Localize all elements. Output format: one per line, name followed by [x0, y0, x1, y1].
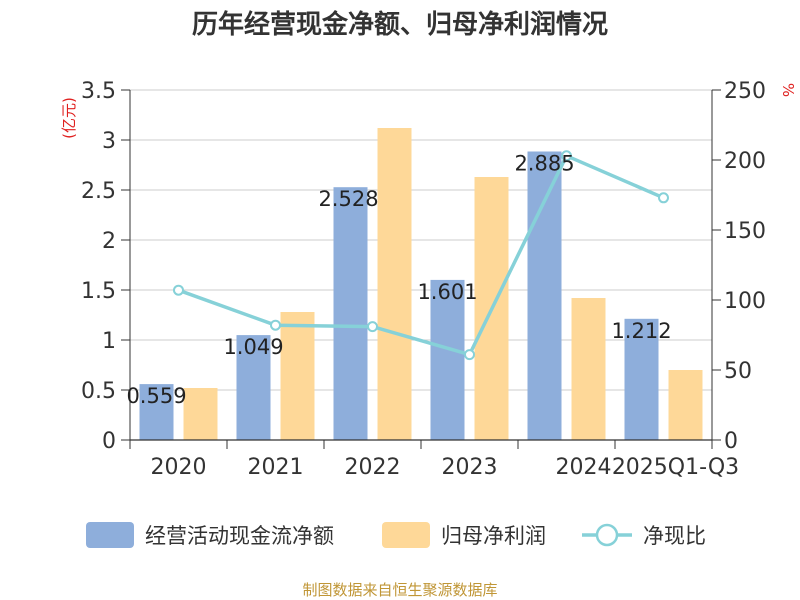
left-tick-label: 1: [102, 329, 116, 354]
x-tick-label: 2024: [556, 455, 612, 480]
x-tick-label: 2022: [345, 455, 401, 480]
line-series: [173, 150, 669, 361]
left-tick-label: 0: [102, 429, 116, 454]
bar-netprofit: [183, 388, 218, 440]
bar-series: [139, 128, 703, 440]
bar-cashflow: [430, 279, 465, 440]
line-point: [561, 150, 572, 162]
right-tick-label: 100: [724, 289, 766, 314]
data-labels: 0.559 1.049 2.528 1.601 2.885 1.212: [126, 152, 671, 409]
right-tick-label: 200: [724, 149, 766, 174]
left-axis-unit: (亿元): [60, 97, 78, 139]
bar-cashflow: [139, 384, 174, 440]
right-tick-label: 0: [724, 429, 738, 454]
bar-cashflow: [236, 335, 271, 440]
bar-value-label: 1.601: [417, 280, 477, 304]
line-point: [658, 192, 669, 204]
x-tick-label: 2025Q1-Q3: [612, 455, 739, 480]
source-note: 制图数据来自恒生聚源数据库: [302, 581, 497, 599]
legend: 经营活动现金流净额 归母净利润 净现比: [86, 522, 706, 548]
line-point: [464, 349, 475, 361]
bar-netprofit: [571, 298, 606, 440]
bar-value-label: 0.559: [126, 384, 186, 408]
bar-value-label: 2.528: [318, 187, 378, 211]
legend-swatch-netprofit: [382, 522, 430, 548]
line-point: [367, 321, 378, 333]
left-tick-label: 2: [102, 229, 116, 254]
bar-cashflow: [624, 318, 659, 440]
line-point: [270, 319, 281, 331]
bar-netprofit: [668, 370, 703, 440]
left-tick-label: 2.5: [81, 179, 116, 204]
left-tick-label: 3: [102, 129, 116, 154]
chart-title: 历年经营现金净额、归母净利润情况: [192, 9, 608, 40]
right-tick-label: 250: [724, 79, 766, 104]
axes: 0 0.5 1 1.5 2 2.5 3 3.5 0 50 100 150 200 250 2020 2021 2…: [81, 79, 766, 480]
bar-netprofit: [280, 312, 315, 440]
right-tick-label: 150: [724, 219, 766, 244]
bar-value-label: 2.885: [514, 152, 574, 176]
legend-label: 净现比: [643, 524, 706, 548]
line-point: [173, 284, 184, 296]
x-tick-label: 2023: [442, 455, 498, 480]
right-tick-label: 50: [724, 359, 752, 384]
left-tick-label: 1.5: [81, 279, 116, 304]
legend-swatch-cashflow: [86, 522, 134, 548]
bar-cashflow: [333, 187, 368, 440]
left-tick-label: 0.5: [81, 379, 116, 404]
legend-marker-ratio: [595, 523, 619, 547]
left-tick-label: 3.5: [81, 79, 116, 104]
bar-netprofit: [377, 128, 412, 440]
bar-value-label: 1.212: [611, 319, 671, 343]
legend-label: 归母净利润: [441, 524, 546, 548]
right-axis-unit: %: [779, 83, 797, 97]
legend-label: 经营活动现金流净额: [145, 524, 334, 548]
x-tick-label: 2020: [151, 455, 207, 480]
bar-cashflow: [527, 151, 562, 440]
gridlines: [130, 89, 712, 391]
line-path: [177, 154, 665, 357]
bar-value-label: 1.049: [223, 335, 283, 359]
x-tick-label: 2021: [248, 455, 304, 480]
